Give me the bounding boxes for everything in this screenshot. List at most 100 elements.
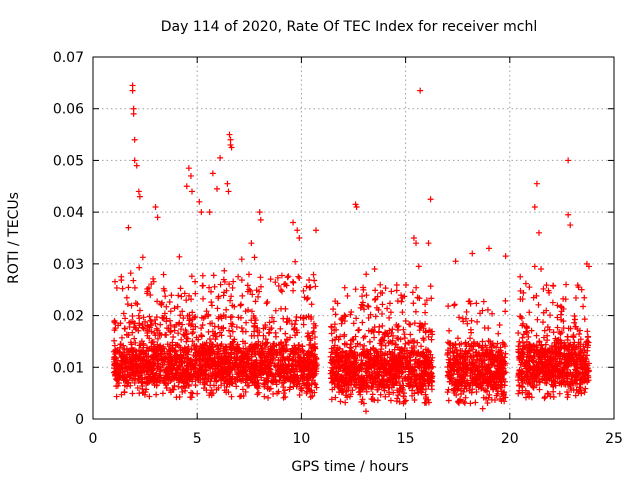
data-point xyxy=(361,342,368,349)
data-point xyxy=(244,356,251,363)
data-point xyxy=(453,346,460,353)
data-point xyxy=(499,339,506,346)
data-point xyxy=(178,358,185,365)
data-point xyxy=(312,283,319,290)
data-point xyxy=(354,351,361,358)
data-point xyxy=(349,336,356,343)
data-point xyxy=(427,361,434,368)
data-point xyxy=(180,366,187,373)
data-point xyxy=(207,320,214,327)
data-point xyxy=(471,371,478,378)
data-point xyxy=(387,351,394,358)
data-point xyxy=(427,374,434,381)
data-point xyxy=(580,303,587,310)
data-point xyxy=(567,222,574,229)
data-point xyxy=(202,360,209,367)
data-point xyxy=(328,330,335,337)
data-point xyxy=(257,274,264,281)
data-point xyxy=(277,325,284,332)
data-point xyxy=(213,333,220,340)
data-point xyxy=(166,298,173,305)
data-point xyxy=(349,387,356,394)
data-point xyxy=(255,293,262,300)
data-point xyxy=(199,322,206,329)
data-point xyxy=(360,351,367,358)
data-point xyxy=(219,365,226,372)
data-point xyxy=(190,373,197,380)
data-point xyxy=(497,361,504,368)
data-point xyxy=(519,339,526,346)
data-point xyxy=(296,391,303,398)
data-point xyxy=(478,385,485,392)
data-point xyxy=(275,283,282,290)
data-point xyxy=(136,315,143,322)
data-point xyxy=(328,396,335,403)
data-point xyxy=(391,359,398,366)
data-point xyxy=(372,295,379,302)
data-point xyxy=(300,321,307,328)
data-point xyxy=(273,381,280,388)
data-point xyxy=(304,381,311,388)
data-point xyxy=(427,196,434,203)
data-point xyxy=(177,326,184,333)
data-point xyxy=(402,397,409,404)
data-point xyxy=(309,369,316,376)
data-point xyxy=(165,363,172,370)
data-point xyxy=(176,319,183,326)
data-point xyxy=(177,376,184,383)
data-point xyxy=(201,381,208,388)
data-point xyxy=(183,297,190,304)
data-point xyxy=(224,364,231,371)
data-point xyxy=(485,245,492,252)
data-point xyxy=(531,263,538,270)
data-point xyxy=(379,289,386,296)
data-point xyxy=(398,292,405,299)
data-point xyxy=(411,349,418,356)
data-point xyxy=(123,294,130,301)
data-point xyxy=(368,369,375,376)
data-point xyxy=(484,399,491,406)
data-point xyxy=(333,354,340,361)
data-point xyxy=(267,343,274,350)
data-point xyxy=(515,330,522,337)
data-point xyxy=(247,287,254,294)
data-point xyxy=(253,287,260,294)
data-point xyxy=(252,298,259,305)
data-point xyxy=(363,271,370,278)
data-point xyxy=(118,361,125,368)
data-point xyxy=(346,374,353,381)
data-point xyxy=(377,281,384,288)
data-point xyxy=(283,346,290,353)
data-point xyxy=(179,308,186,315)
data-point xyxy=(538,266,545,273)
data-point xyxy=(199,272,206,279)
data-point xyxy=(236,393,243,400)
data-point xyxy=(174,356,181,363)
data-point xyxy=(280,383,287,390)
data-point xyxy=(225,389,232,396)
data-point xyxy=(227,297,234,304)
data-point xyxy=(359,360,366,367)
data-point xyxy=(296,235,303,241)
data-point xyxy=(342,366,349,373)
data-point xyxy=(419,322,426,329)
data-point xyxy=(230,278,237,285)
data-point xyxy=(232,375,239,382)
data-point xyxy=(273,342,280,349)
data-point xyxy=(543,282,550,289)
data-point xyxy=(209,328,216,335)
data-point xyxy=(128,347,135,354)
data-point xyxy=(210,348,217,355)
data-point xyxy=(284,274,291,281)
data-point xyxy=(412,308,419,315)
data-point xyxy=(482,387,489,394)
data-point xyxy=(391,346,398,353)
data-point xyxy=(371,334,378,341)
data-point xyxy=(245,271,252,278)
data-point xyxy=(342,313,349,320)
data-point xyxy=(409,289,416,296)
data-point xyxy=(445,386,452,393)
data-point xyxy=(129,82,136,89)
data-point xyxy=(293,327,300,334)
data-point xyxy=(252,361,259,368)
